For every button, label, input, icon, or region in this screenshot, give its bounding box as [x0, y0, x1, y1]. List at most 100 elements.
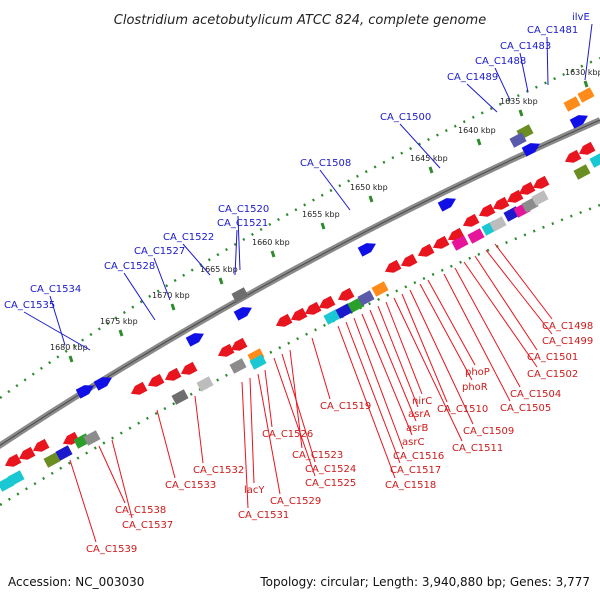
reverse-gene-label[interactable]: CA_C1510: [437, 404, 488, 415]
gene-box[interactable]: [509, 132, 527, 148]
forward-gene-label[interactable]: CA_C1489: [447, 72, 498, 83]
reverse-gene-arrow[interactable]: [399, 253, 418, 270]
reverse-gene-arrow[interactable]: [146, 373, 165, 390]
reverse-gene-label[interactable]: CA_C1504: [510, 389, 561, 400]
reverse-gene-arrow[interactable]: [3, 453, 22, 470]
forward-gene-label[interactable]: CA_C1483: [500, 41, 551, 52]
forward-gene-arrow[interactable]: [437, 194, 459, 212]
reverse-gene-label[interactable]: CA_C1525: [305, 478, 356, 489]
forward-gene-arrow[interactable]: [185, 329, 207, 347]
reverse-gene-label[interactable]: CA_C1498: [542, 321, 593, 332]
forward-gene-label[interactable]: CA_C1488: [475, 56, 526, 67]
forward-gene-arrow[interactable]: [233, 303, 255, 321]
reverse-gene-label[interactable]: CA_C1518: [385, 480, 436, 491]
gene-box[interactable]: [323, 309, 341, 325]
reverse-gene-arrow[interactable]: [129, 381, 148, 398]
reverse-gene-arrow[interactable]: [303, 301, 322, 318]
reverse-gene-label[interactable]: asrB: [406, 423, 428, 434]
gene-box[interactable]: [589, 152, 600, 168]
gene-box[interactable]: [467, 228, 485, 244]
reverse-gene-label[interactable]: CA_C1516: [393, 451, 444, 462]
reverse-gene-arrow[interactable]: [216, 343, 235, 360]
gene-box[interactable]: [55, 445, 73, 461]
reverse-gene-arrow[interactable]: [336, 287, 355, 304]
forward-gene-label[interactable]: CA_C1500: [380, 112, 431, 123]
reverse-gene-label[interactable]: CA_C1501: [527, 352, 578, 363]
reverse-gene-label[interactable]: phoR: [462, 382, 488, 393]
gene-box[interactable]: [171, 389, 189, 405]
gene-box[interactable]: [196, 376, 214, 392]
forward-gene-label[interactable]: CA_C1522: [163, 232, 214, 243]
forward-gene-label[interactable]: CA_C1528: [104, 261, 155, 272]
reverse-gene-label[interactable]: asrC: [402, 437, 424, 448]
forward-gene-label[interactable]: ilvE: [572, 12, 590, 23]
reverse-gene-label[interactable]: CA_C1511: [452, 443, 503, 454]
reverse-gene-label[interactable]: CA_C1531: [238, 510, 289, 521]
forward-gene-arrow[interactable]: [75, 381, 97, 399]
reverse-gene-label[interactable]: CA_C1537: [122, 520, 173, 531]
reverse-gene-label[interactable]: asrA: [408, 409, 430, 420]
reverse-gene-arrow[interactable]: [517, 181, 536, 198]
reverse-gene-label[interactable]: CA_C1526: [262, 429, 313, 440]
forward-gene-label[interactable]: CA_C1481: [527, 25, 578, 36]
reverse-gene-label[interactable]: CA_C1529: [270, 496, 321, 507]
gene-box[interactable]: [577, 87, 595, 103]
reverse-gene-arrow[interactable]: [274, 313, 293, 330]
forward-gene-label[interactable]: CA_C1535: [4, 300, 55, 311]
reverse-gene-label[interactable]: nirC: [412, 396, 432, 407]
forward-gene-arrow[interactable]: [357, 239, 379, 257]
reverse-gene-arrow[interactable]: [431, 235, 450, 252]
gene-box[interactable]: [83, 430, 101, 446]
reverse-gene-arrow[interactable]: [477, 203, 496, 220]
reverse-gene-label[interactable]: CA_C1502: [527, 369, 578, 380]
reverse-gene-label[interactable]: CA_C1499: [542, 336, 593, 347]
reverse-gene-arrow[interactable]: [461, 213, 480, 230]
reverse-gene-label[interactable]: CA_C1538: [115, 505, 166, 516]
reverse-gene-arrow[interactable]: [577, 141, 596, 158]
reverse-gene-arrow[interactable]: [179, 361, 198, 378]
gene-box[interactable]: [371, 281, 389, 297]
reverse-gene-arrow[interactable]: [31, 438, 50, 455]
forward-gene-label[interactable]: CA_C1534: [30, 284, 81, 295]
reverse-gene-arrow[interactable]: [289, 307, 308, 324]
gene-box[interactable]: [335, 303, 353, 319]
reverse-gene-arrow[interactable]: [491, 196, 510, 213]
reverse-gene-label[interactable]: CA_C1517: [390, 465, 441, 476]
reverse-gene-arrow[interactable]: [163, 367, 182, 384]
forward-gene-label[interactable]: CA_C1521: [217, 218, 268, 229]
reverse-gene-label[interactable]: lacY: [244, 485, 265, 496]
forward-gene-label[interactable]: CA_C1520: [218, 204, 269, 215]
reverse-gene-label[interactable]: CA_C1539: [86, 544, 137, 555]
forward-gene-label[interactable]: CA_C1508: [300, 158, 351, 169]
reverse-gene-arrow[interactable]: [531, 175, 550, 192]
gene-box[interactable]: [489, 216, 507, 232]
reverse-gene-arrow[interactable]: [229, 337, 248, 354]
forward-gene-arrow[interactable]: [569, 111, 591, 129]
reverse-gene-arrow[interactable]: [17, 446, 36, 463]
reverse-gene-label[interactable]: CA_C1533: [165, 480, 216, 491]
reverse-gene-label[interactable]: CA_C1523: [292, 450, 343, 461]
gene-box[interactable]: [249, 354, 267, 370]
reverse-gene-arrow[interactable]: [317, 295, 336, 312]
gene-box[interactable]: [7, 470, 25, 486]
forward-gene-arrow[interactable]: [93, 373, 115, 391]
gene-box[interactable]: [231, 287, 249, 303]
forward-gene-arrow[interactable]: [521, 139, 543, 157]
gene-box[interactable]: [43, 452, 61, 468]
reverse-gene-label[interactable]: CA_C1519: [320, 401, 371, 412]
reverse-gene-label[interactable]: CA_C1509: [463, 426, 514, 437]
gene-box[interactable]: [531, 190, 549, 206]
reverse-gene-arrow[interactable]: [383, 259, 402, 276]
gene-box[interactable]: [357, 290, 375, 306]
reverse-gene-arrow[interactable]: [416, 243, 435, 260]
reverse-gene-arrow[interactable]: [563, 149, 582, 166]
gene-box[interactable]: [229, 358, 247, 374]
gene-box[interactable]: [563, 96, 581, 112]
reverse-gene-label[interactable]: CA_C1524: [305, 464, 356, 475]
gene-box[interactable]: [451, 235, 469, 251]
gene-box[interactable]: [573, 164, 591, 180]
reverse-gene-label[interactable]: CA_C1532: [193, 465, 244, 476]
forward-gene-label[interactable]: CA_C1527: [134, 246, 185, 257]
reverse-gene-label[interactable]: phoP: [465, 367, 490, 378]
reverse-gene-label[interactable]: CA_C1505: [500, 403, 551, 414]
